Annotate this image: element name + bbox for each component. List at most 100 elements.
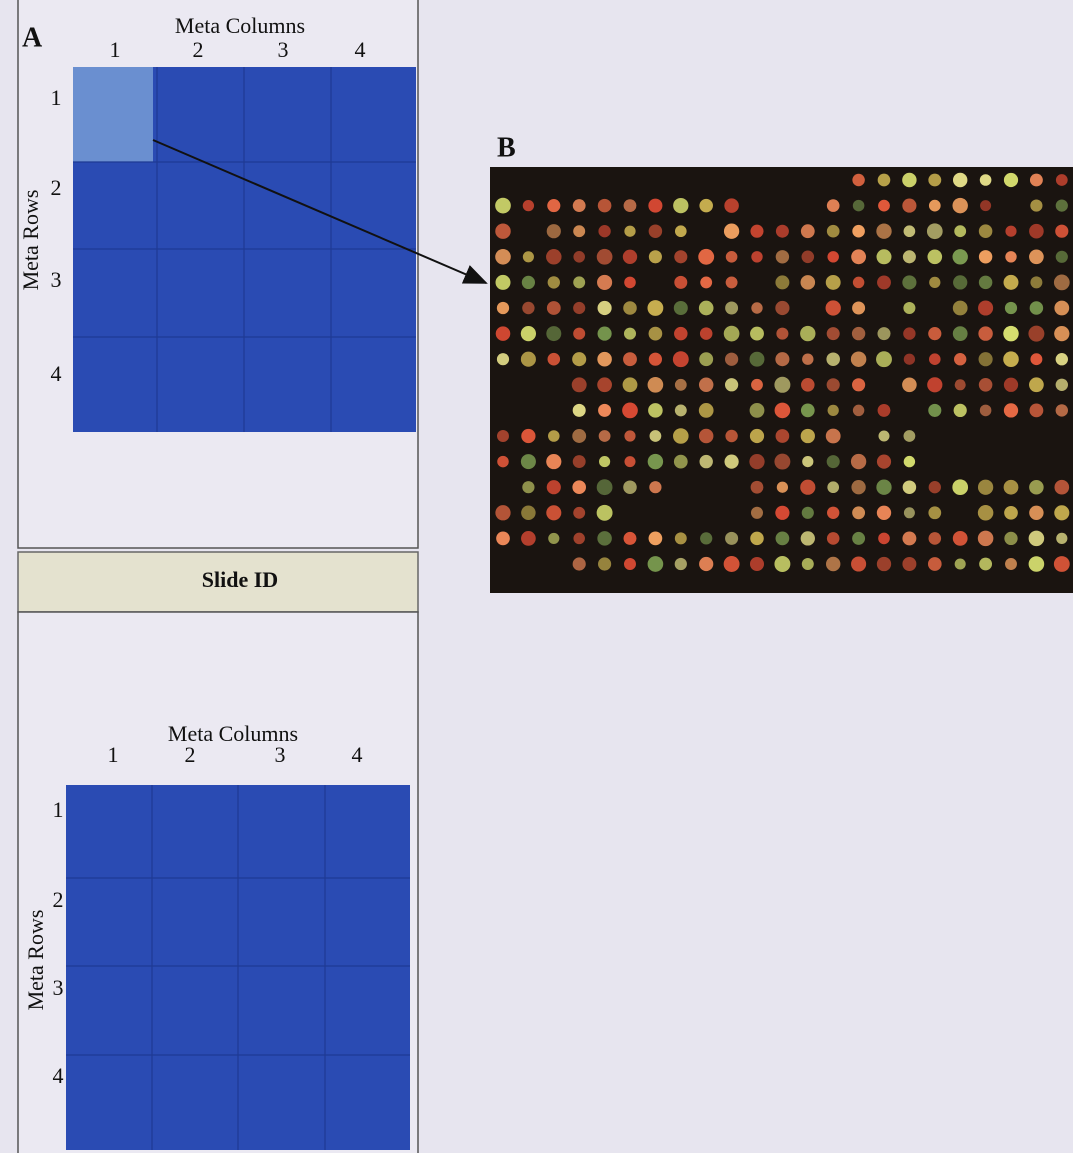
spot xyxy=(828,405,839,416)
spot xyxy=(624,277,636,289)
spot xyxy=(698,249,714,265)
spot xyxy=(1029,224,1044,239)
spot xyxy=(980,405,992,417)
spot xyxy=(624,199,637,212)
spot xyxy=(725,353,738,366)
spot xyxy=(497,430,509,442)
spot xyxy=(1030,301,1043,314)
row-label: 1 xyxy=(51,85,62,110)
spot xyxy=(826,300,841,315)
spot xyxy=(1029,377,1044,392)
spot xyxy=(725,532,738,545)
spot xyxy=(725,430,737,442)
spot xyxy=(877,275,891,289)
spot xyxy=(852,532,865,545)
spot xyxy=(573,328,585,340)
spot xyxy=(801,429,815,443)
spot xyxy=(826,352,840,366)
spot xyxy=(598,301,612,315)
spot xyxy=(546,326,561,341)
spot xyxy=(775,506,789,520)
spot xyxy=(774,454,790,470)
spot xyxy=(827,455,840,468)
spot xyxy=(1004,506,1018,520)
spot xyxy=(777,482,788,493)
spot xyxy=(573,507,585,519)
spot xyxy=(597,249,613,265)
spot xyxy=(750,557,764,571)
spot xyxy=(725,378,738,391)
row-label: 3 xyxy=(51,267,62,292)
spot xyxy=(547,480,561,494)
spot xyxy=(775,352,789,366)
spot xyxy=(724,224,739,239)
column-label: 3 xyxy=(278,37,289,62)
row-label: 2 xyxy=(51,175,62,200)
spot xyxy=(929,481,941,493)
spot xyxy=(801,531,815,545)
spot xyxy=(904,507,915,518)
spot xyxy=(853,200,865,212)
spot xyxy=(495,249,511,265)
spot xyxy=(495,505,510,520)
spot xyxy=(1029,506,1043,520)
spot xyxy=(521,352,536,367)
spot xyxy=(700,276,712,288)
spot xyxy=(1029,556,1045,572)
spot xyxy=(851,249,866,264)
spot xyxy=(624,558,636,570)
spot xyxy=(852,506,865,519)
spot xyxy=(726,251,738,263)
spot xyxy=(1029,249,1044,264)
spot xyxy=(648,377,664,393)
spot xyxy=(1004,378,1018,392)
spot xyxy=(751,379,763,391)
spot xyxy=(597,377,612,392)
spot xyxy=(1028,326,1044,342)
spot xyxy=(775,403,791,419)
spot xyxy=(903,327,915,339)
spot xyxy=(521,429,535,443)
spot xyxy=(826,275,841,290)
spot xyxy=(1004,173,1018,187)
spot xyxy=(928,557,942,571)
spot xyxy=(1056,174,1068,186)
spot xyxy=(1056,200,1068,212)
spot xyxy=(699,199,713,213)
spot xyxy=(597,352,612,367)
spot xyxy=(573,455,586,468)
spot xyxy=(624,226,635,237)
panel-label: B xyxy=(497,132,516,163)
spot xyxy=(599,430,611,442)
spot xyxy=(800,326,815,341)
spot xyxy=(827,507,839,519)
spot xyxy=(878,533,890,545)
spot xyxy=(1005,251,1016,262)
spot xyxy=(495,275,510,290)
spot xyxy=(750,429,764,443)
row-label: 3 xyxy=(53,975,64,1000)
spot xyxy=(547,199,560,212)
spot xyxy=(1004,275,1019,290)
spot xyxy=(826,429,841,444)
spot xyxy=(548,276,560,288)
row-label: 4 xyxy=(51,361,62,386)
spot xyxy=(724,198,739,213)
column-label: 2 xyxy=(185,742,196,767)
spot xyxy=(647,300,663,316)
spot xyxy=(826,557,840,571)
spot xyxy=(675,532,687,544)
spot xyxy=(522,481,534,493)
spot xyxy=(877,455,891,469)
spot xyxy=(1005,302,1017,314)
spot xyxy=(699,403,714,418)
spot xyxy=(523,200,534,211)
spot xyxy=(674,455,688,469)
spot xyxy=(521,506,536,521)
spot xyxy=(699,429,713,443)
spot xyxy=(954,353,966,365)
spot xyxy=(724,454,738,468)
spot xyxy=(1030,404,1044,418)
spot xyxy=(929,353,941,365)
spot xyxy=(751,302,762,313)
